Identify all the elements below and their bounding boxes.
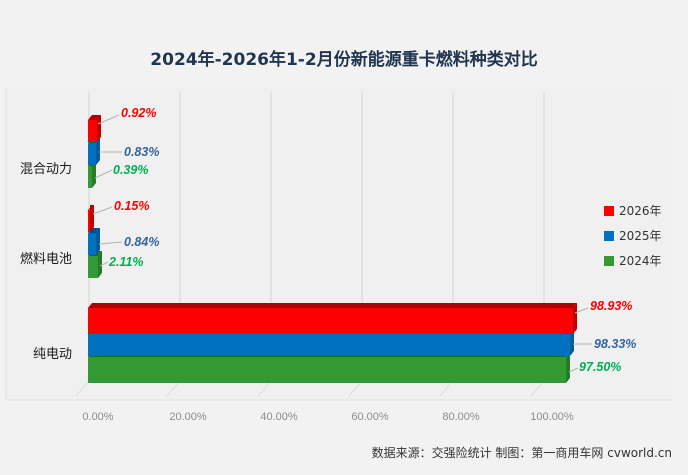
chart-legend: 2026年 2025年 2024年 xyxy=(604,198,662,273)
category-label-bev: 纯电动 xyxy=(32,347,72,362)
value-label-bev-2026: 98.93% xyxy=(590,299,633,313)
xtick-label-4: 80.00% xyxy=(442,411,480,423)
value-label-bev-2025: 98.33% xyxy=(594,337,637,351)
legend-item-2025[interactable]: 2025年 xyxy=(604,223,662,248)
value-label-hybrid-2024: 0.39% xyxy=(113,163,149,177)
legend-swatch-2025-icon xyxy=(604,230,614,241)
xtick-label-2: 40.00% xyxy=(260,411,298,423)
xtick-label-5: 100.00% xyxy=(530,411,574,423)
leader-line-fuelcell-2025 xyxy=(98,241,123,245)
bar-bev-2024 xyxy=(88,352,570,383)
legend-swatch-2026-icon xyxy=(604,205,614,216)
category-label-hybrid: 混合动力 xyxy=(19,162,72,177)
bar-bev-2026 xyxy=(88,303,577,334)
bar-fuelcell-2026 xyxy=(88,205,94,232)
bar-hybrid-2024 xyxy=(88,161,96,188)
bar-hybrid-2026 xyxy=(88,115,101,142)
xtick-label-3: 60.00% xyxy=(351,411,389,423)
xtick-label-1: 20.00% xyxy=(169,411,207,423)
legend-item-2026[interactable]: 2026年 xyxy=(604,198,662,223)
leader-line-bev-2026 xyxy=(574,307,589,314)
value-label-hybrid-2026: 0.92% xyxy=(121,106,157,120)
value-label-fuelcell-2025: 0.84% xyxy=(124,235,160,249)
bar-fuelcell-2024 xyxy=(88,251,102,278)
value-label-hybrid-2025: 0.83% xyxy=(124,145,160,159)
value-label-fuelcell-2026: 0.15% xyxy=(114,199,150,213)
chart-footer-source: 数据来源：交强险统计 制图：第一商用车网 cvworld.cn xyxy=(371,446,672,460)
value-label-fuelcell-2024: 2.11% xyxy=(109,255,144,269)
leader-line-fuelcell-2026 xyxy=(92,206,113,215)
xtick-label-0: 0.00% xyxy=(82,411,114,423)
legend-label-2025: 2025年 xyxy=(619,229,662,243)
leader-line-bev-2024 xyxy=(568,367,579,373)
chart-title: 2024年-2026年1-2月份新能源重卡燃料种类对比 xyxy=(150,50,538,70)
leader-line-hybrid-2026 xyxy=(97,114,120,125)
leader-line-hybrid-2024 xyxy=(94,169,113,179)
legend-label-2026: 2026年 xyxy=(619,204,662,218)
bar-fuelcell-2025 xyxy=(88,228,100,255)
legend-item-2024[interactable]: 2024年 xyxy=(604,248,662,273)
bar-hybrid-2025 xyxy=(88,138,100,165)
legend-swatch-2024-icon xyxy=(604,255,614,266)
value-label-bev-2024: 97.50% xyxy=(579,360,622,374)
category-label-fuelcell: 燃料电池 xyxy=(19,252,72,267)
leader-line-fuelcell-2024 xyxy=(99,261,109,267)
legend-label-2024: 2024年 xyxy=(619,254,662,268)
